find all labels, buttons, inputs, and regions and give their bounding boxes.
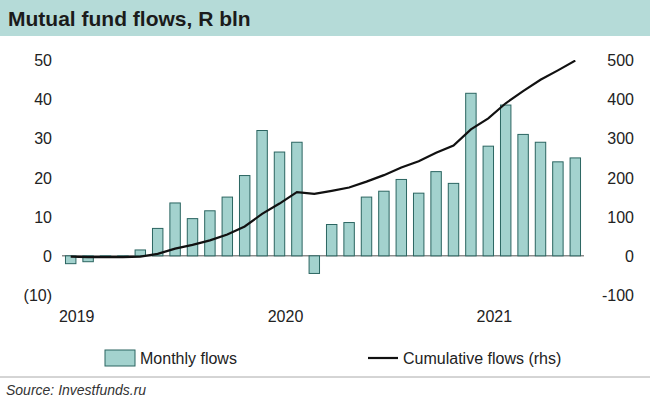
y2-tick	[584, 255, 588, 256]
y-tick	[58, 255, 62, 256]
legend-label: Monthly flows	[140, 350, 237, 367]
bar	[431, 172, 441, 256]
y-tick-label: 30	[34, 130, 52, 147]
y2-tick	[584, 295, 588, 296]
y-tick	[58, 60, 62, 61]
bar	[239, 176, 249, 256]
bar	[448, 183, 458, 255]
y-tick-label: 0	[43, 248, 52, 265]
bar	[379, 191, 389, 256]
x-tick-label: 2020	[268, 308, 304, 325]
chart: Mutual fund flows, R bln (10) 0 10 20 30 40 50 -…	[0, 0, 650, 401]
bar	[205, 211, 215, 256]
bar	[222, 197, 232, 256]
source: Source: Investfunds.ru	[6, 382, 146, 398]
bar	[344, 223, 354, 256]
y2-tick-label: 0	[625, 248, 634, 265]
bar	[500, 105, 510, 256]
legend-label: Cumulative flows (rhs)	[403, 350, 561, 367]
title: Mutual fund flows, R bln	[8, 7, 251, 30]
y2-tick-label: 300	[607, 130, 634, 147]
x-tick-label: 2021	[477, 308, 513, 325]
title-band	[0, 0, 650, 36]
y-tick	[58, 295, 62, 296]
y-tick-label: 50	[34, 52, 52, 69]
bar	[483, 146, 493, 256]
bar	[326, 225, 336, 256]
bar	[535, 142, 545, 256]
bar	[396, 179, 406, 255]
bar	[466, 93, 476, 256]
bar	[518, 134, 528, 255]
bar	[553, 162, 563, 256]
line	[71, 61, 576, 258]
bar	[413, 193, 423, 256]
y-tick	[58, 99, 62, 100]
y2-tick	[584, 138, 588, 139]
y2-tick-label: 400	[607, 91, 634, 108]
y2-tick-label: 500	[607, 52, 634, 69]
separator	[0, 377, 650, 378]
y2-tick	[584, 177, 588, 178]
y-tick-label: 40	[34, 91, 52, 108]
y-tick	[58, 177, 62, 178]
y-tick	[58, 138, 62, 139]
y2-tick	[584, 216, 588, 217]
y-tick-label: 10	[34, 209, 52, 226]
x-tick-label: 2019	[59, 308, 95, 325]
y-tick-label: 20	[34, 170, 52, 187]
y2-tick-label: -100	[602, 287, 634, 304]
plot-marks	[65, 61, 580, 274]
y2-tick-label: 200	[607, 170, 634, 187]
bar	[187, 219, 197, 256]
y2-tick	[584, 60, 588, 61]
y2-tick-label: 100	[607, 209, 634, 226]
bar	[257, 131, 267, 256]
legend-swatch	[105, 350, 135, 366]
bar	[309, 256, 319, 274]
y2-tick	[584, 99, 588, 100]
bar	[292, 142, 302, 256]
bar	[570, 158, 580, 256]
bar	[361, 197, 371, 256]
y-tick-label: (10)	[24, 287, 52, 304]
y-tick	[58, 216, 62, 217]
legend-swatch	[368, 357, 398, 359]
